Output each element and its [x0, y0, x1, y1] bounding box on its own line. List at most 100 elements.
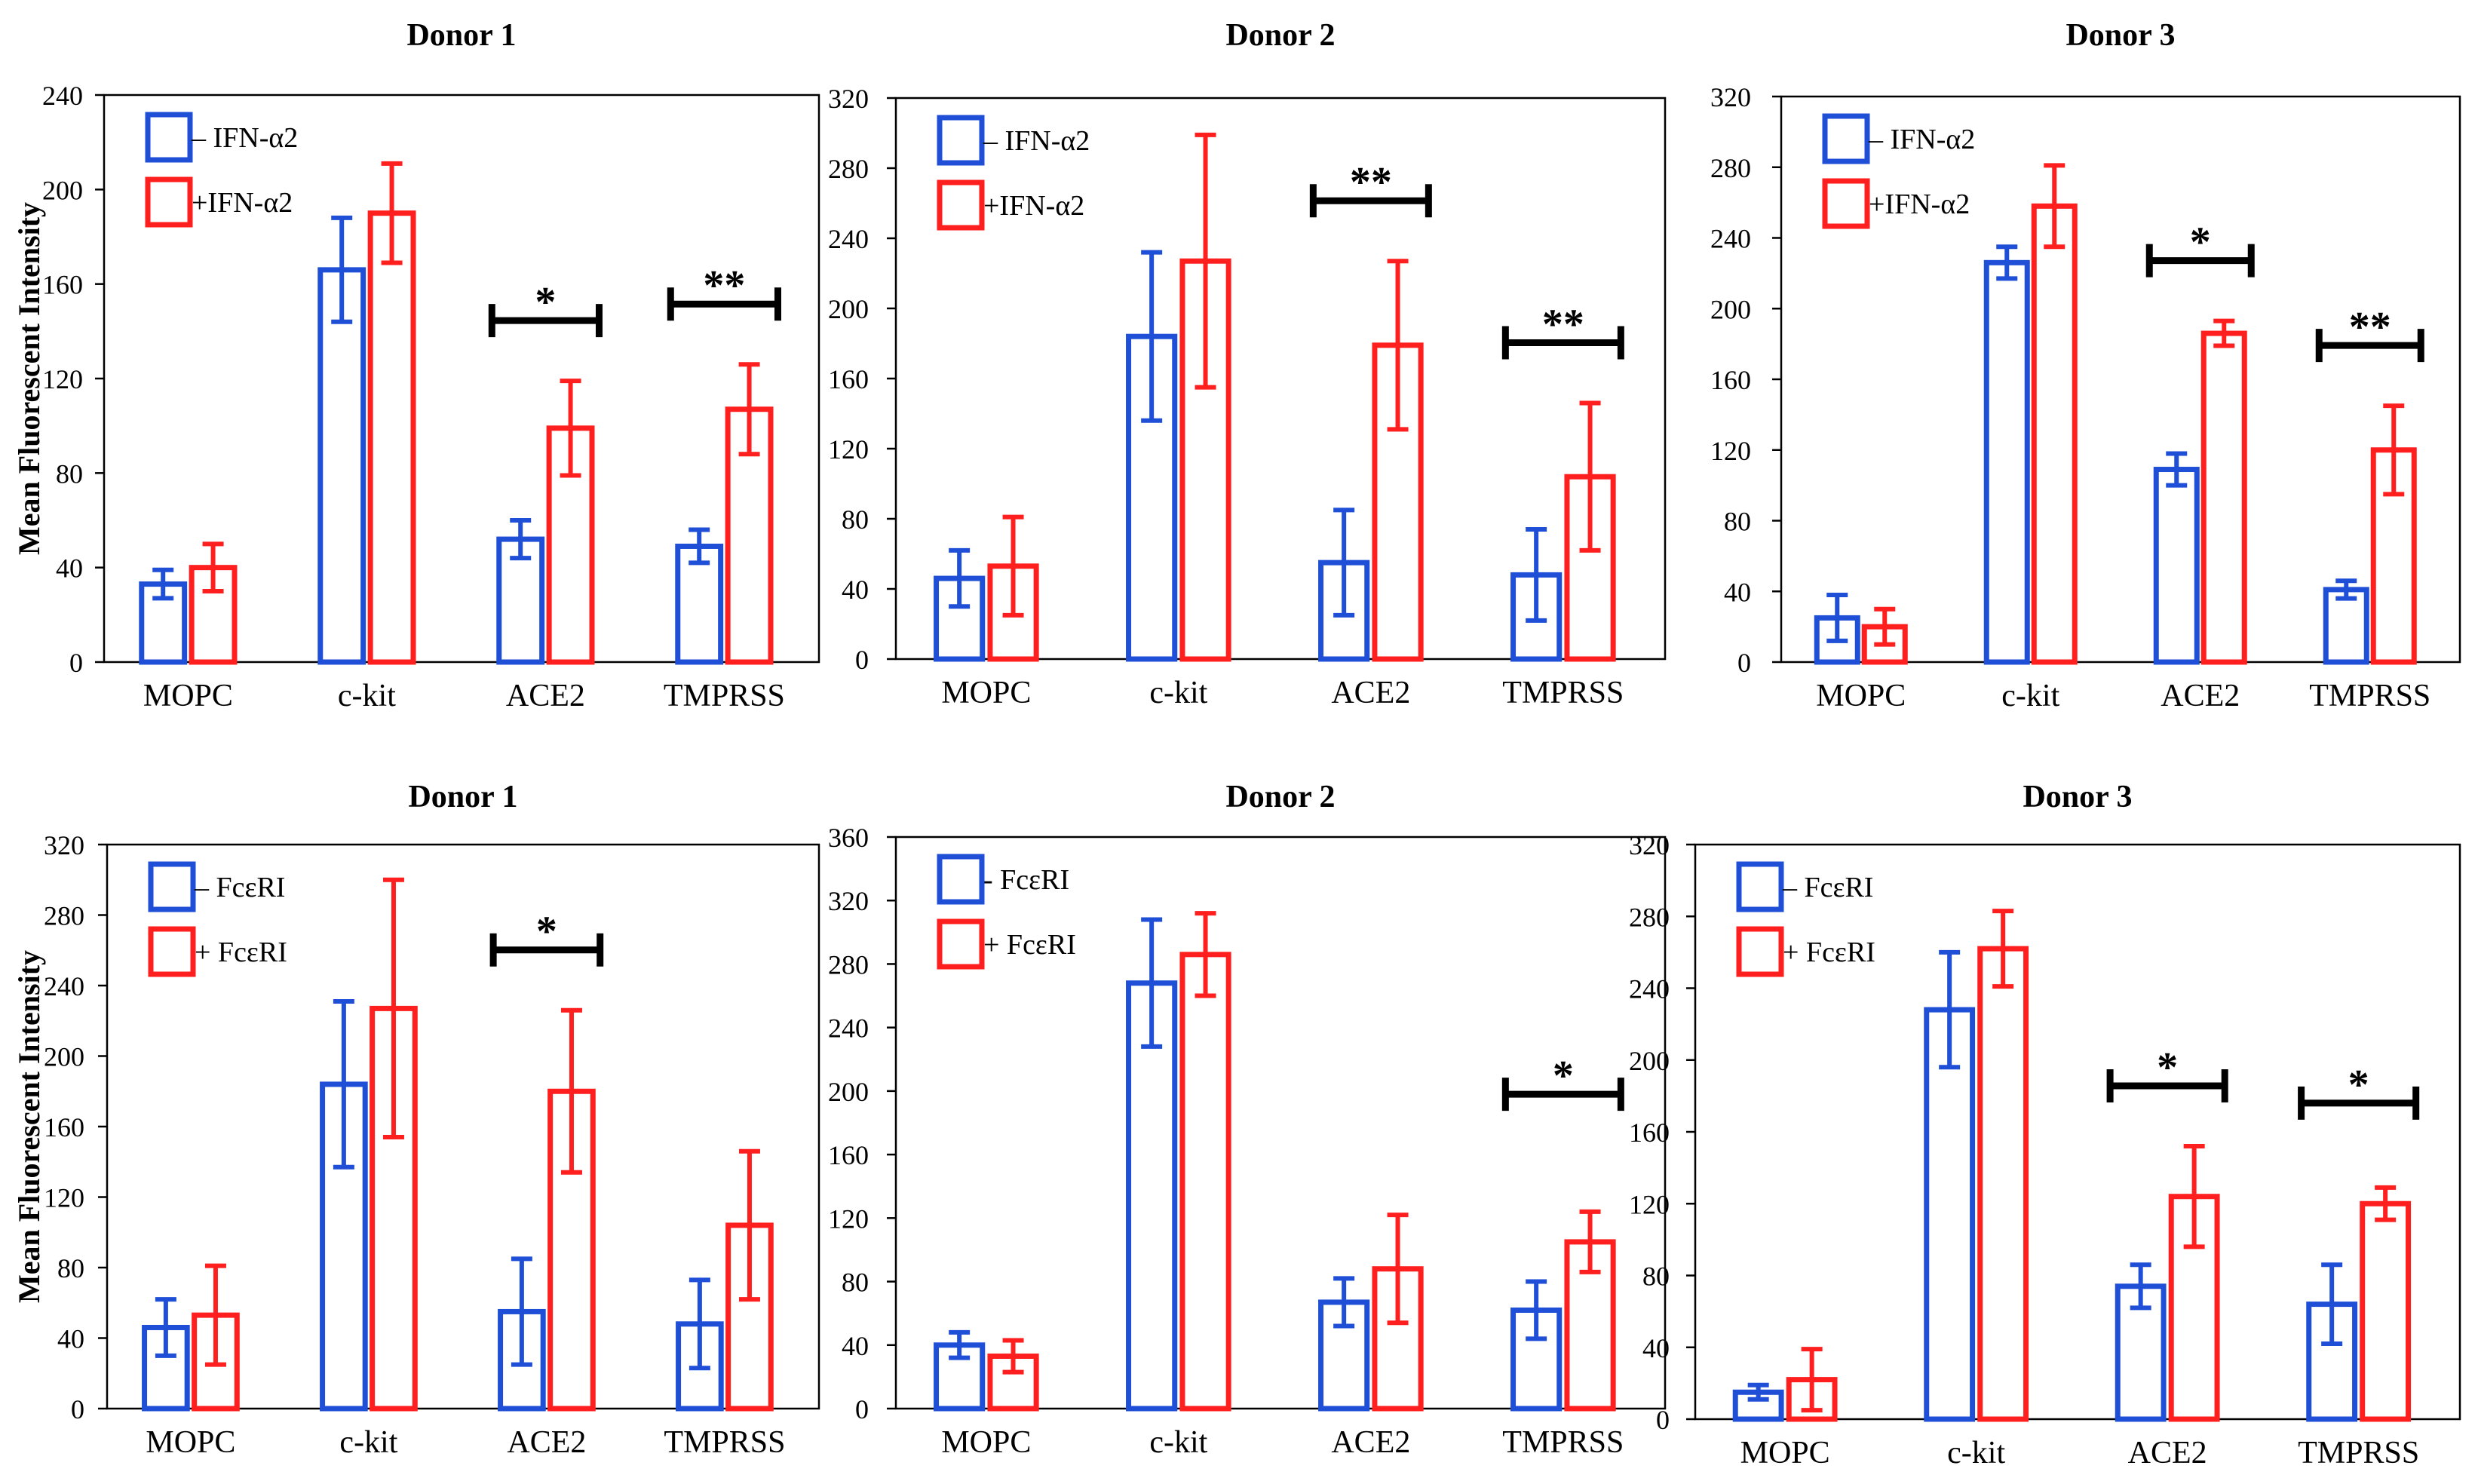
- significance-label: **: [1350, 159, 1392, 206]
- bar: [2200, 330, 2247, 665]
- y-tick-label: 280: [1629, 902, 1670, 932]
- legend-swatch: [937, 179, 985, 231]
- y-tick-label: 200: [1710, 294, 1751, 324]
- chart-title: Donor 1: [408, 780, 517, 814]
- x-tick-label: TMPRSS: [2298, 1436, 2419, 1470]
- legend-label: + FcεRI: [1783, 937, 1875, 968]
- y-tick-label: 280: [44, 901, 84, 931]
- legend-label: +IFN-α2: [983, 190, 1084, 222]
- y-tick-label: 120: [1629, 1189, 1670, 1219]
- x-tick-label: TMPRSS: [1502, 1425, 1624, 1460]
- y-tick-label: 80: [842, 504, 869, 535]
- y-tick-label: 0: [71, 1394, 84, 1424]
- y-tick-label: 80: [57, 1253, 84, 1283]
- chart-title: Donor 3: [2066, 18, 2175, 53]
- x-tick-label: MOPC: [1816, 679, 1906, 713]
- y-tick-label: 120: [828, 434, 869, 465]
- x-tick-label: ACE2: [507, 1425, 586, 1460]
- y-tick-label: 200: [42, 175, 83, 205]
- y-tick-label: 240: [1710, 224, 1751, 254]
- legend-label: + FcεRI: [983, 929, 1076, 961]
- y-tick-label: 120: [44, 1183, 84, 1213]
- y-tick-label: 240: [42, 81, 83, 111]
- y-tick-label: 160: [1710, 365, 1751, 395]
- x-tick-label: ACE2: [1331, 1425, 1410, 1460]
- y-tick-label: 40: [56, 553, 83, 584]
- chart-title: Donor 3: [2023, 780, 2132, 814]
- bar: [2360, 1200, 2412, 1422]
- chart-panel-6: Donor 3 0 40 80 120 160 200 240 280 320 MOPC c-kit A…: [1629, 780, 2461, 1470]
- y-tick-label: 320: [1710, 82, 1751, 112]
- legend-label: +IFN-α2: [1869, 189, 1970, 220]
- x-tick-label: ACE2: [2161, 679, 2240, 713]
- chart-panel-5: Donor 2 0 40 80 120 160 200 240 280 320 360 MOPC c-k…: [828, 780, 1667, 1460]
- legend-swatch: [937, 115, 985, 166]
- y-axis-label: Mean Fluorescent Intensity: [12, 950, 46, 1303]
- legend-swatch: [1822, 178, 1870, 229]
- y-tick-label: 80: [56, 458, 83, 489]
- y-axis-label: Mean Fluorescent Intensity: [12, 202, 46, 555]
- y-tick-label: 160: [828, 364, 869, 394]
- y-tick-label: 200: [828, 294, 869, 324]
- x-tick-label: ACE2: [2128, 1436, 2207, 1470]
- y-tick-label: 0: [1737, 648, 1751, 678]
- x-tick-label: TMPRSS: [664, 679, 785, 713]
- y-tick-label: 40: [842, 575, 869, 605]
- y-tick-label: 280: [828, 949, 869, 980]
- bar: [1977, 946, 2029, 1422]
- x-tick-label: c-kit: [2001, 679, 2059, 713]
- significance-label: **: [1542, 302, 1584, 348]
- y-tick-label: 240: [1629, 974, 1670, 1004]
- y-tick-label: 240: [44, 971, 84, 1001]
- x-tick-label: MOPC: [941, 676, 1031, 710]
- y-tick-label: 120: [828, 1203, 869, 1234]
- x-tick-label: MOPC: [1740, 1436, 1830, 1470]
- y-tick-label: 0: [69, 648, 83, 678]
- significance-label: *: [535, 279, 556, 326]
- y-tick-label: 240: [828, 1013, 869, 1044]
- y-tick-label: 0: [1656, 1405, 1670, 1435]
- bar: [1983, 259, 2030, 665]
- x-tick-label: MOPC: [941, 1425, 1031, 1460]
- y-tick-label: 240: [828, 224, 869, 254]
- y-tick-label: 320: [828, 886, 869, 916]
- bar: [367, 210, 416, 665]
- legend-swatch: [1736, 926, 1784, 977]
- chart-title: Donor 1: [406, 18, 516, 53]
- x-tick-label: MOPC: [146, 1425, 235, 1460]
- bar: [1179, 952, 1231, 1412]
- legend-swatch: [1822, 113, 1870, 164]
- y-tick-label: 80: [1642, 1262, 1670, 1292]
- significance-label: **: [2349, 304, 2391, 351]
- legend-label: + FcεRI: [195, 937, 287, 968]
- x-tick-label: TMPRSS: [2309, 679, 2430, 713]
- legend-label: - FcεRI: [983, 864, 1069, 896]
- x-tick-label: c-kit: [1149, 676, 1207, 710]
- significance-label: *: [536, 909, 557, 955]
- x-tick-label: c-kit: [1149, 1425, 1207, 1460]
- y-tick-label: 360: [828, 823, 869, 853]
- bar: [2031, 203, 2078, 665]
- x-tick-label: c-kit: [339, 1425, 397, 1460]
- y-tick-label: 40: [57, 1324, 84, 1354]
- legend-swatch: [937, 854, 985, 905]
- x-tick-label: TMPRSS: [664, 1425, 785, 1460]
- legend-label: – IFN-α2: [1868, 124, 1975, 155]
- x-tick-label: TMPRSS: [1502, 676, 1624, 710]
- y-tick-label: 160: [42, 270, 83, 300]
- y-tick-label: 160: [1629, 1118, 1670, 1148]
- y-tick-label: 0: [855, 645, 869, 675]
- y-tick-label: 120: [1710, 436, 1751, 466]
- y-tick-label: 160: [828, 1140, 869, 1170]
- significance-label: **: [703, 262, 745, 309]
- y-tick-label: 40: [1642, 1333, 1670, 1363]
- y-tick-label: 40: [1724, 577, 1751, 607]
- legend-swatch: [145, 112, 193, 163]
- x-tick-label: c-kit: [338, 679, 396, 713]
- legend-swatch: [148, 861, 196, 912]
- y-tick-label: 160: [44, 1112, 84, 1142]
- plot-frame: [1694, 843, 2461, 1421]
- y-tick-label: 40: [842, 1331, 869, 1361]
- x-tick-label: ACE2: [506, 679, 585, 713]
- x-tick-label: ACE2: [1331, 676, 1410, 710]
